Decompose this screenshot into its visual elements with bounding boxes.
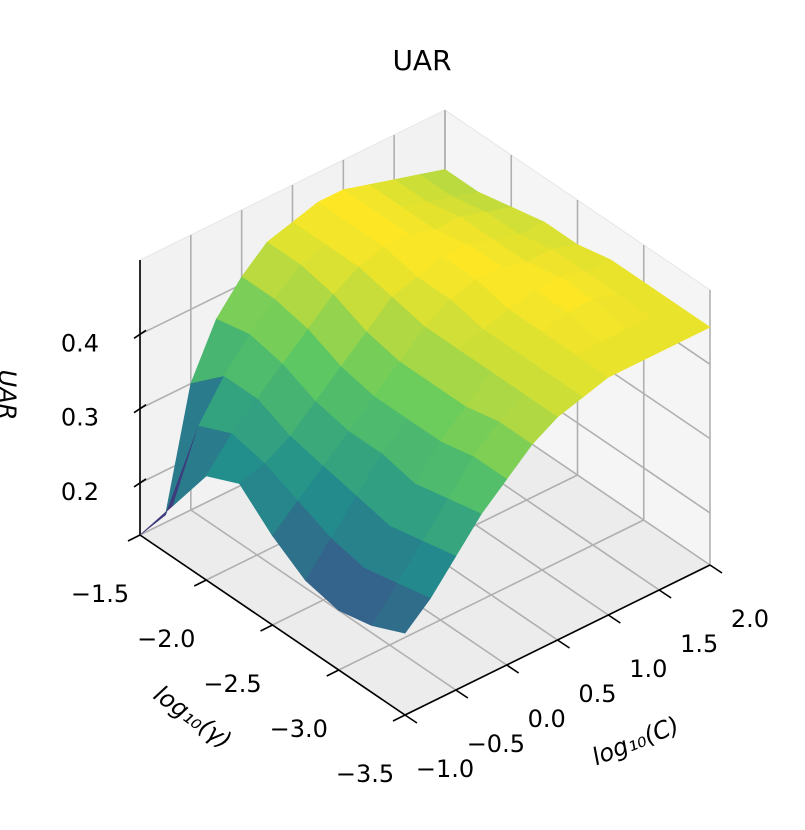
z-tick-label: 0.3 (61, 404, 99, 432)
x-axis-label: log₁₀(C) (588, 711, 683, 771)
x-tick (557, 639, 570, 649)
x-tick (709, 564, 723, 574)
z-tick-label: 0.2 (61, 478, 99, 506)
y-tick (326, 669, 340, 677)
grid-line (338, 519, 645, 671)
y-tick-label: −2.5 (203, 670, 261, 698)
x-tick-label: −1.0 (416, 755, 474, 783)
x-tick-label: 0.5 (578, 680, 616, 708)
x-tick-label: 1.0 (629, 655, 667, 683)
z-tick (133, 329, 147, 339)
surface-patch (371, 583, 431, 634)
x-tick (506, 664, 520, 674)
y-tick-label: −3.5 (336, 760, 394, 788)
y-tick-label: −1.5 (71, 580, 129, 608)
z-axis-label: UAR (0, 370, 21, 421)
x-tick-label: 1.5 (680, 630, 718, 658)
x-tick-label: 2.0 (731, 605, 769, 633)
y-tick (127, 534, 141, 542)
x-tick (607, 614, 621, 624)
x-tick (404, 714, 418, 724)
z-tick (133, 403, 147, 414)
y-tick (260, 624, 273, 632)
y-tick (193, 579, 207, 587)
z-tick-label: 0.4 (61, 329, 99, 357)
y-tick-label: −2.0 (137, 625, 195, 653)
y-tick (392, 714, 406, 722)
x-tick-label: 0.0 (528, 705, 566, 733)
x-tick (658, 589, 672, 599)
x-tick (455, 689, 469, 699)
z-tick (133, 478, 147, 488)
y-tick-label: −3.0 (270, 715, 328, 743)
chart-title: UAR (392, 44, 451, 77)
x-tick-label: −0.5 (467, 730, 525, 758)
